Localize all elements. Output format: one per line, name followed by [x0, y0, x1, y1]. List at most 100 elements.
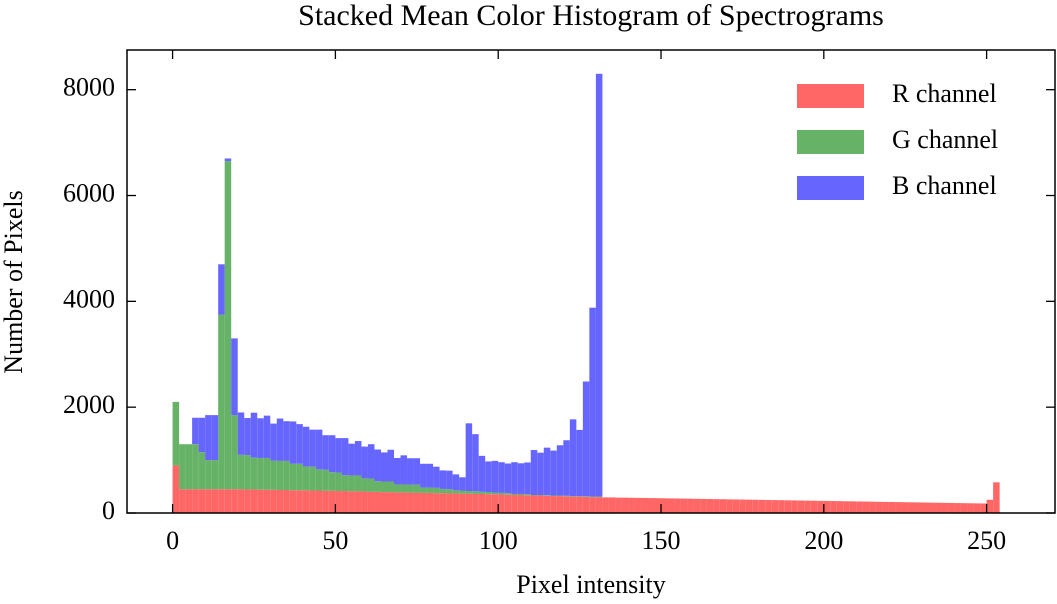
bar — [244, 455, 251, 490]
x-tick-label: 250 — [967, 526, 1006, 555]
bar — [556, 496, 564, 513]
bar — [569, 496, 577, 497]
bar — [914, 502, 922, 513]
bar — [680, 498, 688, 513]
bar — [941, 502, 948, 513]
bar — [569, 496, 577, 513]
x-tick-label: 150 — [642, 526, 681, 555]
bar — [745, 499, 753, 513]
bar — [784, 500, 792, 513]
bar — [380, 481, 388, 493]
bar — [224, 489, 232, 513]
bar — [335, 472, 342, 492]
bar — [380, 452, 388, 482]
bar — [276, 489, 284, 513]
bar — [472, 493, 479, 513]
bar — [289, 463, 297, 491]
bar — [335, 438, 342, 473]
bar — [661, 498, 668, 513]
bar — [589, 497, 596, 513]
bar — [530, 495, 538, 496]
bar — [550, 495, 557, 497]
bar — [511, 495, 518, 513]
bar — [205, 460, 212, 490]
bar — [433, 487, 440, 494]
bar — [478, 491, 486, 494]
bar — [302, 490, 310, 513]
bar — [276, 460, 284, 490]
bar — [400, 484, 408, 493]
bar — [797, 500, 805, 513]
bar — [543, 495, 551, 513]
bar — [582, 496, 590, 497]
bar — [315, 490, 323, 513]
bar — [986, 499, 994, 513]
bar — [250, 489, 258, 513]
bar — [595, 73, 603, 497]
bar — [237, 489, 245, 513]
bar — [478, 493, 486, 513]
bar — [289, 490, 297, 513]
bar — [211, 489, 219, 513]
bar — [439, 493, 447, 513]
bar — [322, 490, 329, 513]
bar — [172, 401, 180, 466]
bar — [361, 478, 368, 492]
bar — [348, 491, 355, 513]
x-tick-label: 100 — [479, 526, 518, 555]
bar — [674, 498, 681, 513]
bar — [849, 501, 857, 513]
bar — [439, 470, 447, 489]
bar — [361, 446, 368, 479]
bar — [993, 482, 1000, 513]
bar — [901, 502, 909, 513]
bar — [973, 503, 981, 513]
bar — [895, 502, 902, 513]
bar — [537, 495, 544, 496]
bar — [615, 497, 622, 513]
bar — [595, 496, 603, 498]
bar — [192, 444, 199, 490]
bar — [374, 449, 381, 482]
bar — [719, 499, 727, 513]
y-tick-label: 0 — [102, 496, 115, 525]
bar — [472, 491, 479, 494]
bar — [198, 452, 206, 490]
bar — [954, 503, 961, 513]
bar — [433, 493, 440, 513]
bar — [244, 489, 251, 513]
bar — [211, 415, 219, 461]
bar — [504, 463, 512, 494]
bar — [947, 502, 955, 513]
bar — [576, 429, 583, 497]
bar — [563, 496, 570, 513]
legend-label: B channel — [892, 171, 997, 200]
bar — [335, 491, 342, 513]
bar — [706, 499, 714, 513]
chart-title: Stacked Mean Color Histogram of Spectrog… — [298, 0, 884, 32]
bar — [426, 487, 434, 493]
bar — [270, 489, 277, 513]
bar — [543, 447, 551, 496]
bar — [328, 435, 336, 473]
bar — [511, 462, 518, 494]
bar — [459, 493, 466, 513]
bar — [478, 455, 486, 492]
bar — [543, 495, 551, 496]
bar — [322, 435, 329, 470]
bar — [407, 484, 414, 493]
bar — [361, 491, 368, 513]
bar — [270, 460, 277, 490]
bar — [185, 444, 193, 490]
bar — [218, 314, 225, 490]
legend-swatch — [797, 84, 864, 108]
bar — [485, 461, 492, 493]
bar — [348, 475, 355, 492]
bar — [231, 338, 238, 416]
bar — [387, 492, 395, 513]
bar — [205, 415, 212, 461]
bar — [211, 460, 219, 490]
bar — [237, 412, 245, 455]
bar — [569, 419, 577, 497]
